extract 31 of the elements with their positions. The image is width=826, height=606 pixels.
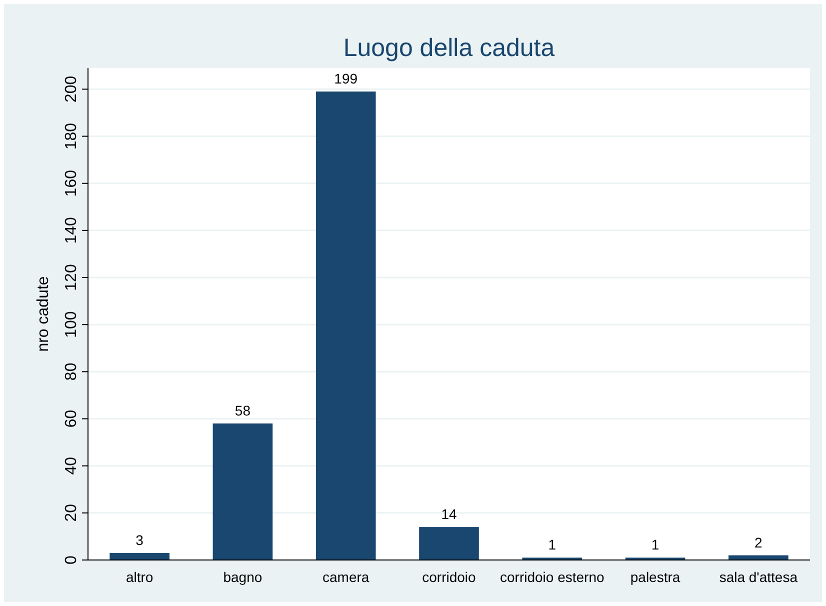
y-tick-label: 100 xyxy=(63,311,80,338)
y-axis-title: nro cadute xyxy=(35,276,52,352)
bar xyxy=(316,92,376,560)
x-tick-label: bagno xyxy=(223,569,262,585)
y-tick-label: 0 xyxy=(63,555,80,564)
bar xyxy=(110,552,170,560)
x-tick-label: sala d'attesa xyxy=(719,569,798,585)
bar xyxy=(419,527,479,560)
y-tick-label: 160 xyxy=(63,170,80,197)
data-label: 199 xyxy=(334,70,358,87)
data-label: 1 xyxy=(548,536,556,553)
y-tick-label: 140 xyxy=(63,216,80,244)
y-tick-label: 180 xyxy=(63,122,80,150)
x-tick-label: palestra xyxy=(630,569,680,585)
bar xyxy=(212,423,273,560)
data-label: 14 xyxy=(441,506,457,522)
y-tick-label: 20 xyxy=(63,504,80,522)
y-tick-label: 200 xyxy=(63,76,80,103)
y-tick-label: 120 xyxy=(63,264,80,291)
data-label: 2 xyxy=(754,534,763,550)
y-tick-label: 80 xyxy=(63,362,80,381)
data-label: 3 xyxy=(136,532,144,548)
x-tick-label: corridoio xyxy=(422,569,476,585)
chart-title: Luogo della caduta xyxy=(343,34,555,62)
x-tick-label: camera xyxy=(322,569,370,585)
y-tick-label: 40 xyxy=(63,456,80,475)
data-label: 1 xyxy=(651,536,660,553)
x-tick-label: altro xyxy=(126,569,154,585)
x-tick-label: corridoio esterno xyxy=(500,569,604,585)
y-tick-label: 60 xyxy=(63,410,80,428)
data-label: 58 xyxy=(234,402,251,418)
